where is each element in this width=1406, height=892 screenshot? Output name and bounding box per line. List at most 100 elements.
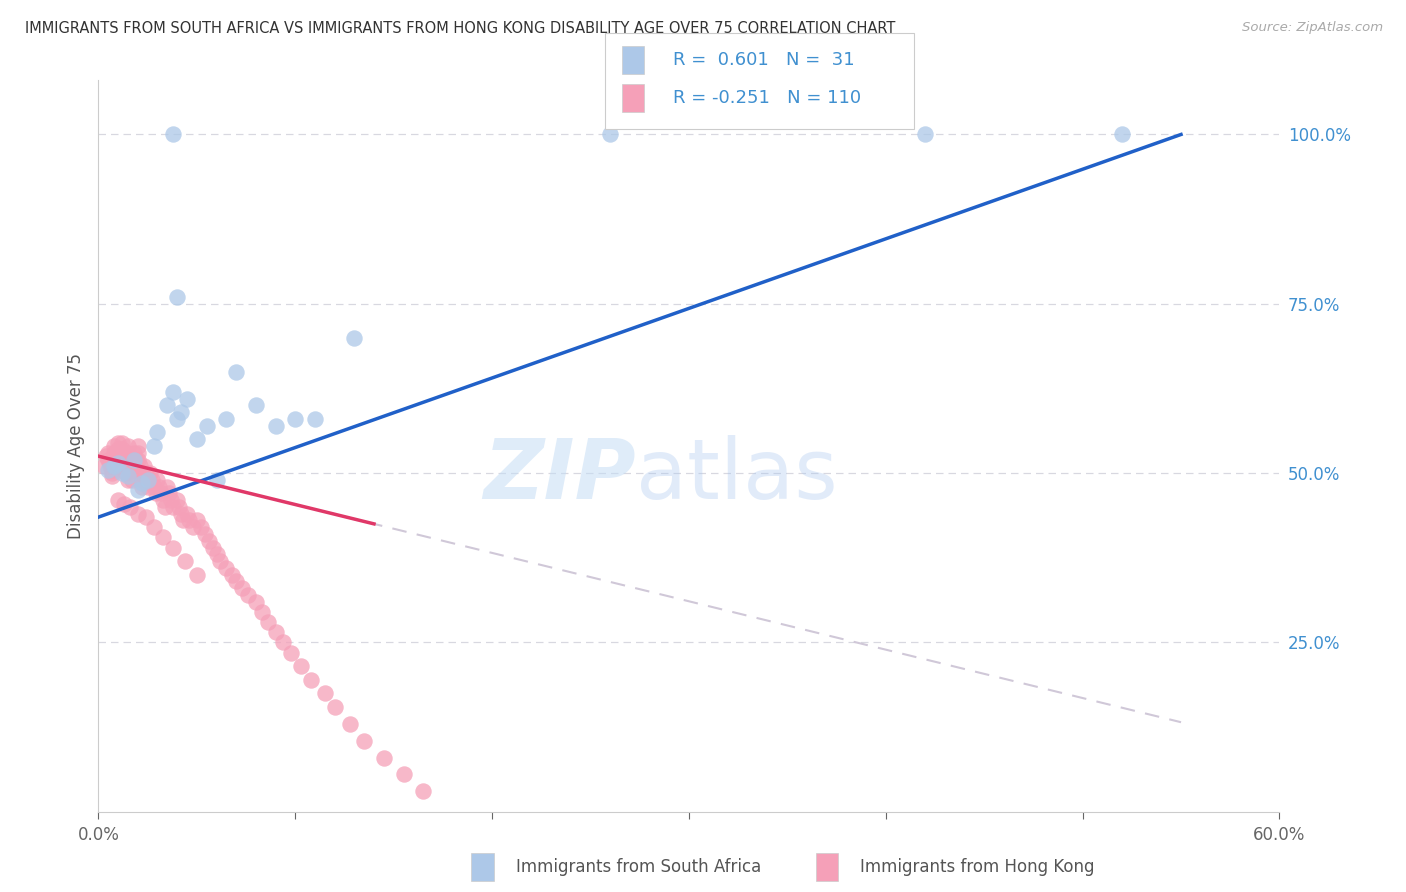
Point [304,412,326,426]
Point [225,574,247,589]
Point [105,452,128,467]
Point [98,459,121,474]
Point [186,514,208,528]
Point [412,784,434,798]
Point [103,449,125,463]
Point [195,418,218,433]
Point [392,767,415,781]
Point [121,466,143,480]
Point [131,480,153,494]
Point [136,480,159,494]
Text: R =  0.601   N =  31: R = 0.601 N = 31 [673,51,855,69]
Point [108,459,131,474]
Point [231,581,253,595]
Point [205,473,228,487]
Point [150,486,173,500]
Point [115,452,138,467]
Point [127,483,149,497]
Point [93,459,115,474]
Point [112,497,135,511]
Point [353,733,375,747]
Point [128,466,150,480]
Point [146,473,169,487]
Point [172,514,194,528]
Text: atlas: atlas [636,434,838,516]
Point [111,456,134,470]
Point [142,520,165,534]
Point [250,605,273,619]
Point [339,716,361,731]
Point [136,473,159,487]
Point [127,439,149,453]
Point [96,449,118,463]
Point [142,439,165,453]
Point [156,480,179,494]
Point [105,456,128,470]
Point [914,128,936,142]
Point [215,412,238,426]
Point [284,412,307,426]
Point [157,486,180,500]
Point [125,459,148,474]
Text: Source: ZipAtlas.com: Source: ZipAtlas.com [1243,21,1384,35]
Point [97,452,120,467]
Point [107,493,129,508]
Point [117,439,139,453]
Point [290,659,312,673]
Point [122,446,145,460]
Point [323,699,346,714]
Text: ZIP: ZIP [484,434,636,516]
Point [190,520,212,534]
Point [201,541,224,555]
Point [160,493,183,508]
Point [256,615,278,629]
Point [107,435,129,450]
Point [205,547,228,561]
Point [166,493,188,508]
Point [170,507,193,521]
Point [194,527,217,541]
Point [152,493,174,508]
Text: Immigrants from Hong Kong: Immigrants from Hong Kong [860,858,1095,876]
Point [170,405,193,419]
Point [112,446,135,460]
Point [141,473,163,487]
Point [186,567,208,582]
Point [117,446,139,460]
Point [125,452,148,467]
Point [135,510,157,524]
Point [103,459,125,474]
Y-axis label: Disability Age Over 75: Disability Age Over 75 [66,353,84,539]
Point [162,384,184,399]
Point [107,449,129,463]
Point [101,469,124,483]
Point [145,486,167,500]
Point [103,439,125,453]
Point [177,514,200,528]
Point [107,456,129,470]
Point [111,466,134,480]
Point [128,459,150,474]
Point [314,686,336,700]
Point [111,442,134,457]
Point [127,446,149,460]
Point [215,561,238,575]
Point [97,446,120,460]
Point [162,128,184,142]
Text: IMMIGRANTS FROM SOUTH AFRICA VS IMMIGRANTS FROM HONG KONG DISABILITY AGE OVER 75: IMMIGRANTS FROM SOUTH AFRICA VS IMMIGRAN… [25,21,896,37]
Point [156,398,179,412]
Point [117,469,139,483]
Point [1111,128,1133,142]
Point [176,507,198,521]
Point [209,554,232,568]
Point [599,128,621,142]
Point [108,446,131,460]
Point [225,364,247,378]
Point [167,500,190,514]
Point [236,588,259,602]
Point [127,452,149,467]
Point [138,466,160,480]
Point [373,750,395,764]
Point [245,398,267,412]
Point [101,463,124,477]
